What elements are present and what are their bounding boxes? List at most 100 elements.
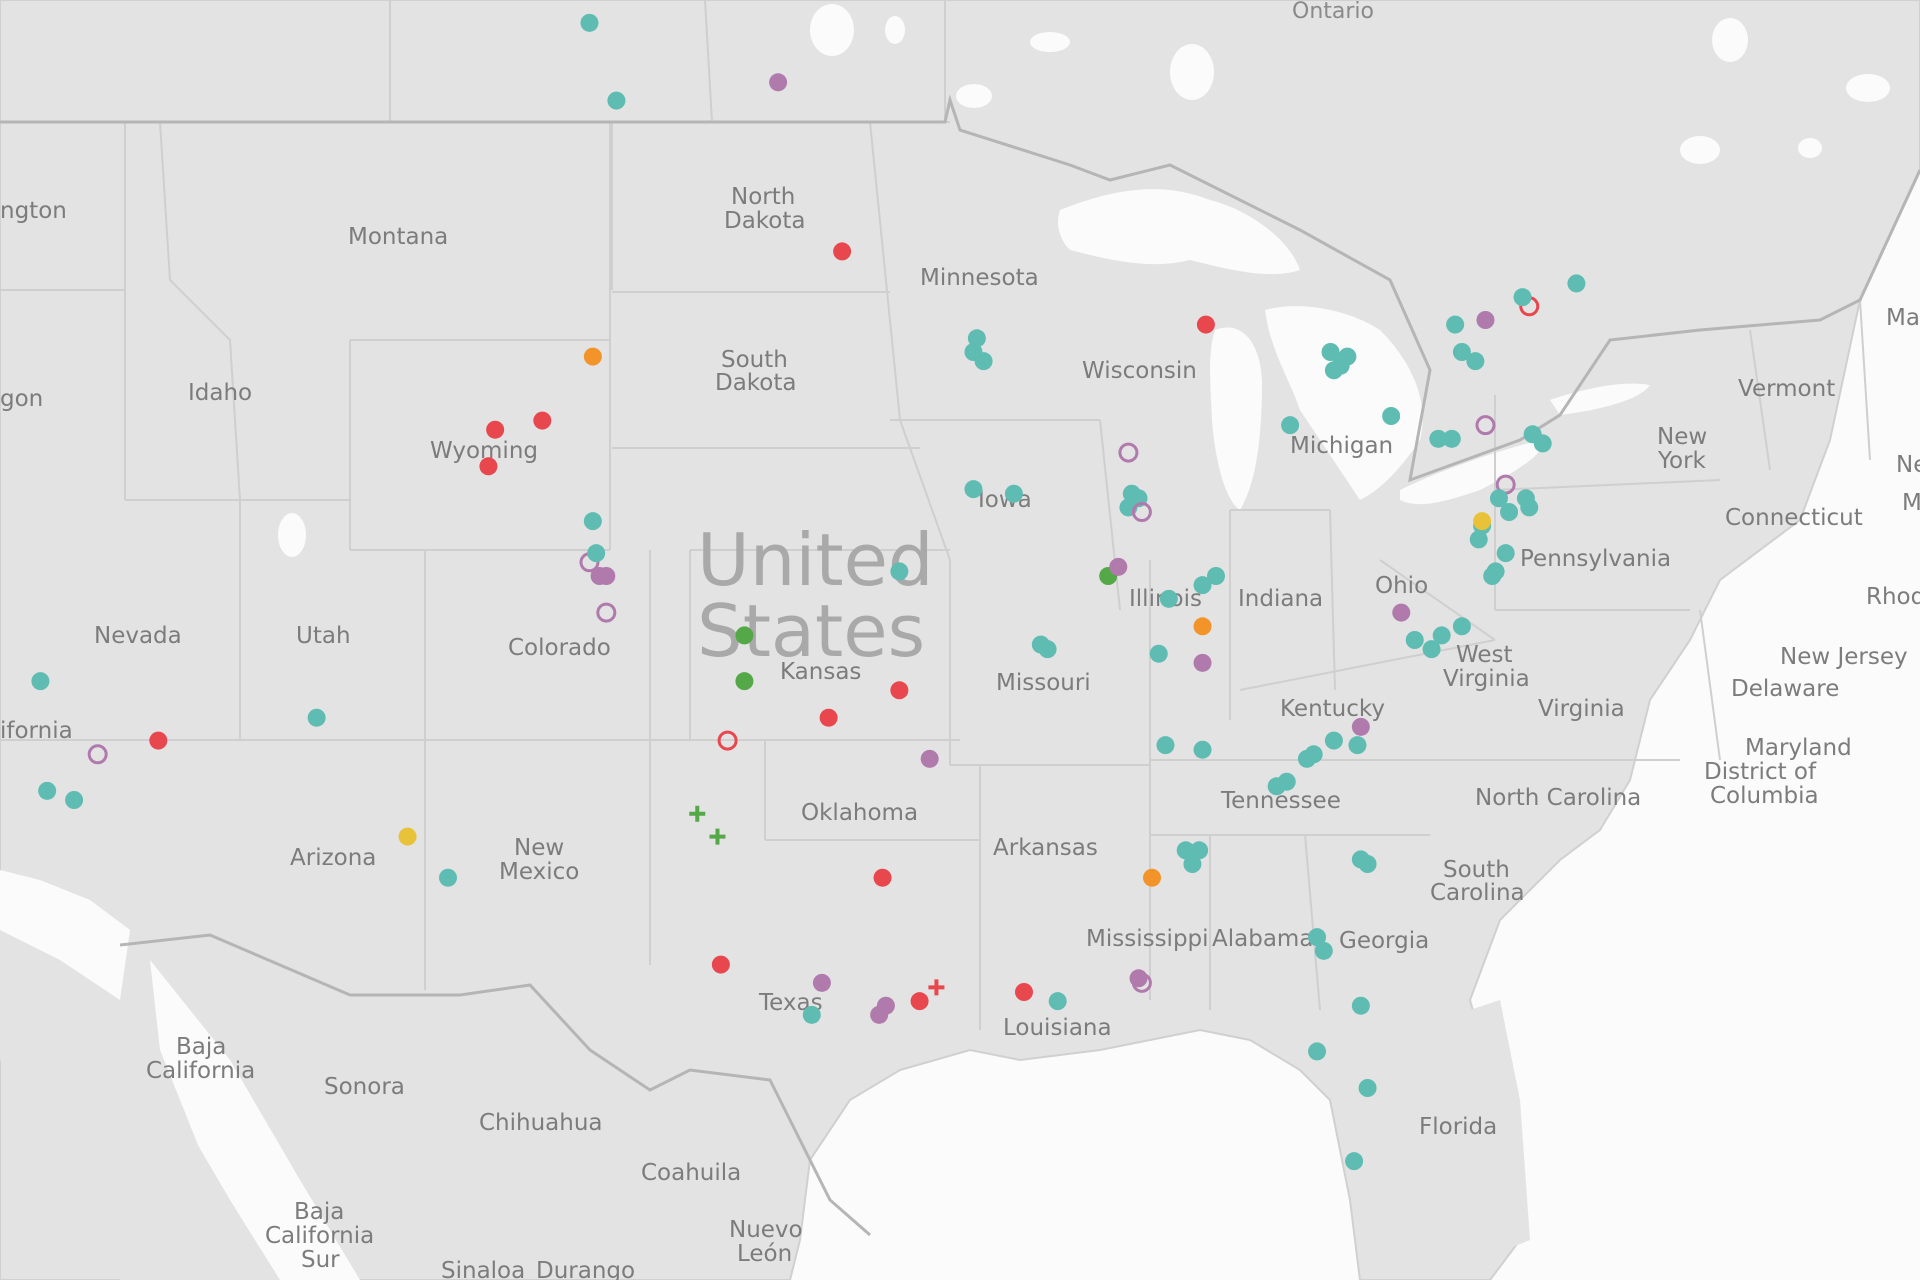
marker-dot[interactable] bbox=[1405, 631, 1424, 649]
marker-dot[interactable] bbox=[1190, 841, 1209, 860]
marker-dot[interactable] bbox=[1149, 644, 1168, 663]
marker-dot[interactable] bbox=[533, 411, 552, 430]
marker-dot[interactable] bbox=[597, 567, 616, 585]
marker-ring[interactable] bbox=[87, 744, 108, 765]
marker-dot[interactable] bbox=[1193, 576, 1212, 595]
marker-dot[interactable] bbox=[439, 868, 457, 887]
marker-dot[interactable] bbox=[1038, 640, 1057, 659]
marker-dot[interactable] bbox=[1338, 347, 1357, 366]
marker-dot[interactable] bbox=[890, 681, 909, 700]
marker-dot[interactable] bbox=[1176, 841, 1195, 860]
marker-dot[interactable] bbox=[1486, 562, 1505, 581]
marker-ring[interactable] bbox=[1475, 415, 1496, 436]
marker-dot[interactable] bbox=[1348, 736, 1367, 755]
marker-dot[interactable] bbox=[587, 544, 606, 563]
marker-dot[interactable] bbox=[833, 242, 852, 261]
marker-ring[interactable] bbox=[596, 602, 617, 623]
marker-dot[interactable] bbox=[1382, 407, 1401, 425]
marker-dot[interactable] bbox=[876, 996, 895, 1015]
marker-dot[interactable] bbox=[1358, 1079, 1377, 1097]
marker-dot[interactable] bbox=[1109, 557, 1128, 576]
marker-dot[interactable] bbox=[1533, 434, 1552, 453]
marker-dot[interactable] bbox=[149, 731, 168, 750]
marker-dot[interactable] bbox=[819, 708, 838, 727]
marker-dot[interactable] bbox=[873, 868, 892, 887]
marker-dot[interactable] bbox=[974, 352, 993, 371]
marker-dot[interactable] bbox=[1422, 640, 1441, 659]
marker-dot[interactable] bbox=[890, 562, 909, 581]
marker-cross[interactable] bbox=[928, 979, 945, 996]
marker-dot[interactable] bbox=[812, 973, 831, 992]
marker-ring[interactable] bbox=[717, 730, 738, 751]
marker-dot[interactable] bbox=[1392, 603, 1411, 622]
marker-dot[interactable] bbox=[1156, 736, 1175, 755]
marker-dot[interactable] bbox=[1159, 589, 1178, 608]
marker-dot[interactable] bbox=[1193, 653, 1212, 672]
marker-dot[interactable] bbox=[1324, 731, 1343, 750]
marker-dot[interactable] bbox=[583, 512, 602, 531]
marker-dot[interactable] bbox=[1446, 315, 1465, 334]
marker-dot[interactable] bbox=[1004, 484, 1023, 503]
marker-dot[interactable] bbox=[735, 626, 754, 645]
marker-dot[interactable] bbox=[735, 672, 754, 691]
marker-dot[interactable] bbox=[1015, 983, 1033, 1001]
marker-dot[interactable] bbox=[486, 420, 505, 439]
marker-ring[interactable] bbox=[1131, 972, 1152, 993]
marker-dot[interactable] bbox=[1193, 740, 1212, 759]
marker-ring[interactable] bbox=[1118, 442, 1139, 463]
marker-dot[interactable] bbox=[1183, 855, 1202, 873]
label-new-mexico-2: Mexico bbox=[499, 859, 579, 885]
marker-dot[interactable] bbox=[1452, 617, 1471, 636]
marker-dot[interactable] bbox=[711, 955, 730, 974]
marker-dot[interactable] bbox=[1277, 772, 1296, 791]
marker-dot[interactable] bbox=[1473, 512, 1492, 531]
marker-dot[interactable] bbox=[1321, 343, 1340, 361]
marker-dot[interactable] bbox=[38, 781, 57, 800]
marker-dot[interactable] bbox=[920, 749, 939, 768]
marker-dot[interactable] bbox=[1476, 311, 1495, 329]
marker-dot[interactable] bbox=[1281, 416, 1300, 435]
marker-dot[interactable] bbox=[1345, 1152, 1364, 1171]
marker-dot[interactable] bbox=[1358, 855, 1377, 873]
marker-dot[interactable] bbox=[580, 13, 599, 32]
marker-dot[interactable] bbox=[1469, 530, 1488, 549]
marker-dot[interactable] bbox=[1567, 274, 1586, 293]
marker-dot[interactable] bbox=[65, 791, 84, 809]
marker-dot[interactable] bbox=[1351, 717, 1370, 736]
marker-dot[interactable] bbox=[1143, 868, 1161, 887]
marker-dot[interactable] bbox=[1496, 544, 1515, 563]
marker-dot[interactable] bbox=[1432, 626, 1451, 645]
marker-dot[interactable] bbox=[1207, 567, 1225, 585]
marker-dot[interactable] bbox=[1489, 489, 1508, 508]
marker-dot[interactable] bbox=[769, 73, 788, 92]
marker-dot[interactable] bbox=[1196, 315, 1215, 334]
marker-dot[interactable] bbox=[31, 672, 50, 691]
marker-dot[interactable] bbox=[479, 457, 498, 476]
marker-dot[interactable] bbox=[583, 347, 602, 366]
marker-dot[interactable] bbox=[1193, 617, 1212, 636]
marker-dot[interactable] bbox=[1520, 498, 1539, 517]
marker-dot[interactable] bbox=[1304, 745, 1323, 764]
marker-dot[interactable] bbox=[1429, 429, 1448, 448]
marker-dot[interactable] bbox=[910, 992, 929, 1011]
marker-dot[interactable] bbox=[1466, 352, 1485, 371]
marker-dot[interactable] bbox=[964, 480, 983, 499]
marker-dot[interactable] bbox=[607, 91, 626, 110]
marker-dot[interactable] bbox=[1308, 1042, 1327, 1061]
marker-dot[interactable] bbox=[307, 708, 326, 727]
marker-dot[interactable] bbox=[967, 329, 986, 348]
marker-dot[interactable] bbox=[1452, 343, 1471, 361]
label-north-dakota-2: Dakota bbox=[724, 208, 806, 234]
marker-dot[interactable] bbox=[1513, 288, 1532, 307]
marker-dot[interactable] bbox=[1500, 503, 1519, 521]
marker-dot[interactable] bbox=[802, 1005, 821, 1024]
marker-dot[interactable] bbox=[1351, 996, 1370, 1015]
marker-ring[interactable] bbox=[1131, 502, 1152, 522]
marker-dot[interactable] bbox=[1048, 992, 1067, 1011]
marker-dot[interactable] bbox=[398, 827, 417, 846]
marker-cross[interactable] bbox=[689, 805, 706, 822]
marker-dot[interactable] bbox=[1314, 941, 1333, 960]
marker-dot[interactable] bbox=[1442, 429, 1461, 448]
marker-cross[interactable] bbox=[709, 828, 726, 845]
marker-dot[interactable] bbox=[1308, 928, 1327, 947]
